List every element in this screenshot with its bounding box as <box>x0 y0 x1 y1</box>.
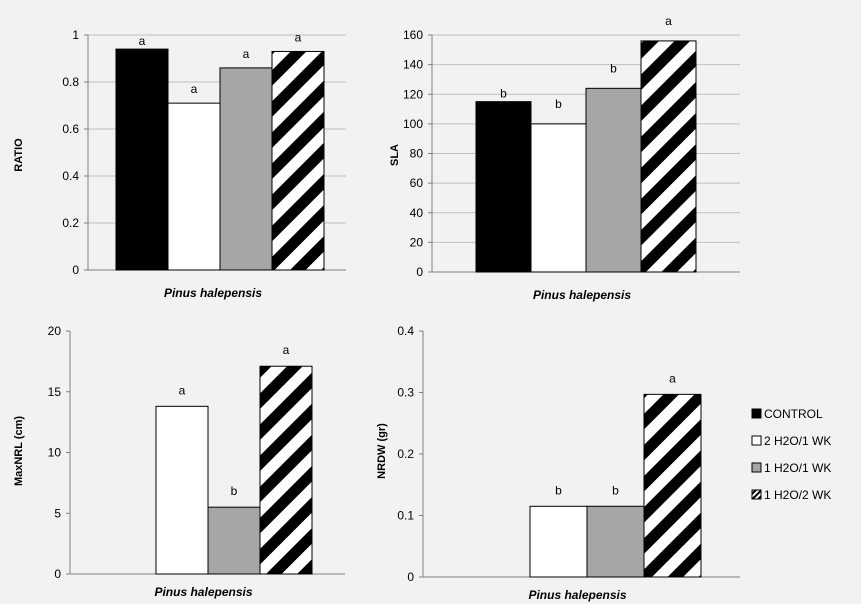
legend: CONTROL 2 H2O/1 WK 1 H2O/1 WK 1 H2O/2 WK <box>751 407 831 502</box>
bar-2-h2o-1-wk <box>167 102 221 271</box>
y-tick-label: 5 <box>54 506 61 520</box>
chart-panel-2: 0 20 40 60 80 100 120 140 160 b b b a SLA Pinus halepe… <box>389 14 740 302</box>
y-tick-label: 1 <box>72 28 79 42</box>
bar-1-h2o-1-wk <box>585 87 642 273</box>
y-tick-label: 0.3 <box>397 386 414 400</box>
bar-1-h2o-2-wk <box>259 365 313 575</box>
bar-2-h2o-1-wk <box>530 123 587 273</box>
bar-1-h2o-2-wk <box>643 393 702 578</box>
legend-entry: 1 H2O/1 WK <box>764 461 831 475</box>
significance-label: b <box>555 483 562 497</box>
significance-label: a <box>139 34 146 48</box>
bar-1-h2o-1-wk <box>586 505 645 578</box>
significance-label: b <box>500 87 507 101</box>
y-tick-label: 0.1 <box>397 509 414 523</box>
bar-1-h2o-1-wk <box>219 67 273 271</box>
y-tick-label: 10 <box>48 446 62 460</box>
y-tick-label: 0 <box>72 263 79 277</box>
y-axis-label: NRDW (gr) <box>376 423 388 479</box>
bar-1-h2o-2-wk <box>271 50 325 271</box>
legend-swatch <box>751 435 762 446</box>
y-axis-label: RATIO <box>13 138 25 172</box>
x-axis-label: Pinus halepensis <box>164 286 262 300</box>
bar-1-h2o-1-wk <box>207 506 261 575</box>
y-tick-label: 20 <box>48 324 62 338</box>
legend-swatch <box>751 408 762 419</box>
bar-1-h2o-2-wk <box>640 40 697 273</box>
bar-control <box>475 101 532 273</box>
bar-2-h2o-1-wk <box>155 405 209 575</box>
chart-panel-3: 0 5 10 15 20 a b a MaxNRL (cm) Pinus halepensis <box>13 324 345 599</box>
y-axis-label: MaxNRL (cm) <box>13 416 25 486</box>
x-axis-label: Pinus halepensis <box>528 588 626 602</box>
legend-entry: CONTROL <box>764 407 823 421</box>
y-tick-label: 100 <box>403 117 423 131</box>
y-tick-label: 0.2 <box>397 447 414 461</box>
legend-entry: 1 H2O/2 WK <box>764 488 831 502</box>
y-tick-label: 15 <box>48 385 62 399</box>
y-tick-label: 140 <box>403 58 423 72</box>
y-axis-label: SLA <box>389 144 401 166</box>
y-tick-label: 0.8 <box>62 75 79 89</box>
y-tick-label: 0 <box>416 265 423 279</box>
significance-label: a <box>665 14 672 28</box>
significance-label: a <box>295 30 302 44</box>
y-tick-label: 0 <box>54 567 61 581</box>
y-tick-label: 0.4 <box>62 169 79 183</box>
y-tick-label: 160 <box>403 28 423 42</box>
y-tick-label: 80 <box>410 147 424 161</box>
significance-label: b <box>612 483 619 497</box>
significance-label: b <box>231 484 238 498</box>
x-axis-label: Pinus halepensis <box>154 585 252 599</box>
y-tick-label: 0.2 <box>62 216 79 230</box>
legend-swatch <box>751 489 762 500</box>
y-tick-label: 40 <box>410 206 424 220</box>
legend-entry: 2 H2O/1 WK <box>764 434 831 448</box>
y-tick-label: 0 <box>407 570 414 584</box>
bar-control <box>115 48 169 271</box>
significance-label: a <box>191 82 198 96</box>
significance-label: a <box>179 383 186 397</box>
bar-2-h2o-1-wk <box>529 505 588 578</box>
significance-label: b <box>555 97 562 111</box>
chart-panel-1: 0 0.2 0.4 0.6 0.8 1 a a a a RATIO Pinus halepensis <box>13 28 346 300</box>
significance-label: a <box>243 47 250 61</box>
legend-swatch <box>751 462 762 473</box>
y-tick-label: 60 <box>410 176 424 190</box>
y-tick-label: 20 <box>410 235 424 249</box>
chart-panel-4: 0 0.1 0.2 0.3 0.4 b b a NRDW (gr) Pinus halepensi… <box>376 324 740 602</box>
y-tick-label: 0.4 <box>397 324 414 338</box>
y-tick-label: 120 <box>403 87 423 101</box>
x-axis-label: Pinus halepensis <box>533 288 631 302</box>
significance-label: a <box>283 343 290 357</box>
significance-label: a <box>669 371 676 385</box>
significance-label: b <box>610 61 617 75</box>
y-tick-label: 0.6 <box>62 122 79 136</box>
